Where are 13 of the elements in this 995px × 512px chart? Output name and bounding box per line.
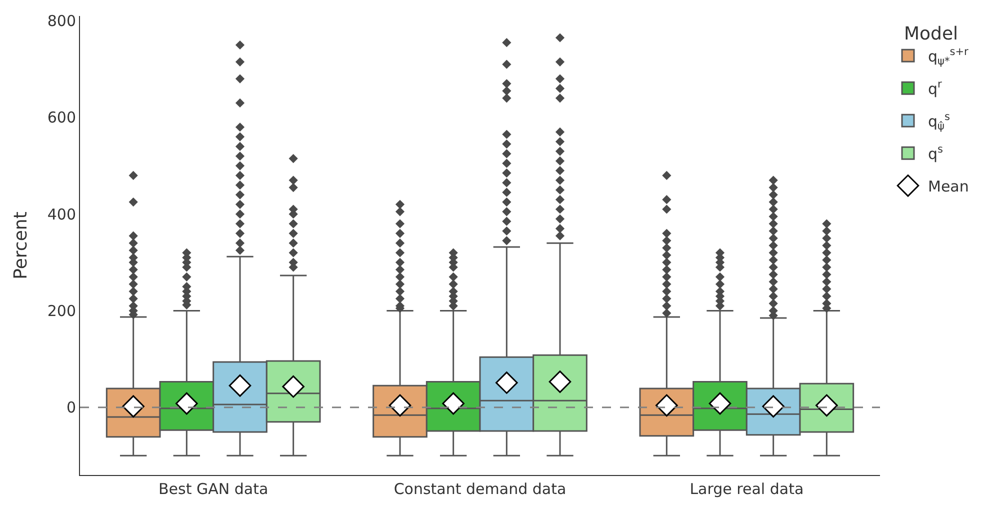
y-tick-label: 200 [47, 302, 76, 320]
legend-label: q$^{s}$ [928, 144, 944, 163]
legend-label: Mean [928, 178, 969, 196]
legend-label: q$^{r}$ [928, 78, 943, 98]
x-tick-label: Best GAN data [158, 480, 268, 498]
y-tick-label: 800 [47, 12, 76, 30]
y-tick-label: 0 [66, 398, 76, 417]
x-tick-label: Constant demand data [394, 480, 566, 498]
y-tick-label: 600 [47, 108, 76, 127]
x-tick-label: Large real data [690, 480, 804, 498]
y-axis-title: Percent [10, 212, 32, 280]
legend-title: Model [904, 23, 958, 44]
y-tick-label: 400 [47, 205, 76, 224]
